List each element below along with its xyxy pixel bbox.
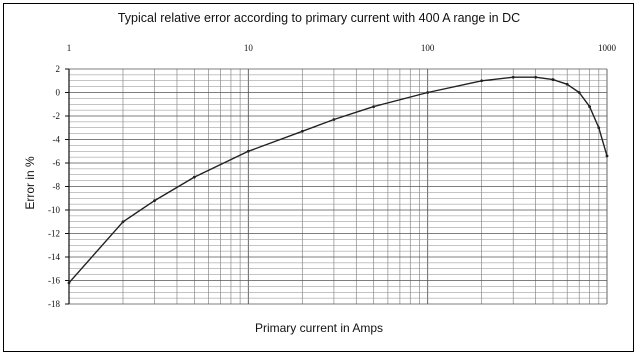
x-tick-label: 10 bbox=[244, 43, 254, 53]
x-tick-label: 100 bbox=[421, 43, 435, 53]
data-point bbox=[511, 75, 515, 79]
y-tick-label: -16 bbox=[48, 276, 60, 286]
data-point bbox=[551, 78, 555, 81]
x-tick-label: 1 bbox=[67, 43, 72, 53]
data-point bbox=[597, 126, 601, 130]
data-point bbox=[67, 281, 71, 285]
data-point bbox=[372, 105, 376, 108]
data-point bbox=[565, 82, 569, 86]
y-tick-label: 2 bbox=[56, 64, 61, 74]
y-tick-label: -4 bbox=[53, 135, 61, 145]
data-point bbox=[605, 154, 609, 158]
y-tick-label: -6 bbox=[53, 158, 61, 168]
x-tick-label: 1000 bbox=[598, 43, 617, 53]
chart-title: Typical relative error according to prim… bbox=[117, 11, 521, 25]
error-series-line bbox=[68, 76, 608, 284]
data-point bbox=[577, 91, 581, 94]
data-point bbox=[300, 129, 304, 133]
data-point bbox=[121, 220, 125, 224]
y-tick-label: -2 bbox=[53, 111, 61, 121]
y-tick-label: -14 bbox=[48, 252, 60, 262]
data-point bbox=[480, 79, 484, 83]
data-point bbox=[192, 175, 196, 179]
y-tick-label: -8 bbox=[53, 182, 61, 192]
y-tick-label: -10 bbox=[48, 205, 60, 215]
y-tick-label: 0 bbox=[56, 88, 61, 98]
data-point bbox=[332, 118, 336, 121]
data-point bbox=[588, 105, 592, 108]
data-point bbox=[534, 75, 538, 79]
data-point bbox=[246, 149, 250, 153]
data-point bbox=[426, 91, 430, 94]
y-tick-label: -18 bbox=[48, 299, 60, 309]
x-axis-label: Primary current in Amps bbox=[254, 321, 384, 335]
y-axis-label: Error in % bbox=[23, 156, 37, 210]
data-point bbox=[153, 199, 156, 203]
y-tick-label: -12 bbox=[48, 229, 60, 239]
chart-frame bbox=[3, 3, 634, 352]
